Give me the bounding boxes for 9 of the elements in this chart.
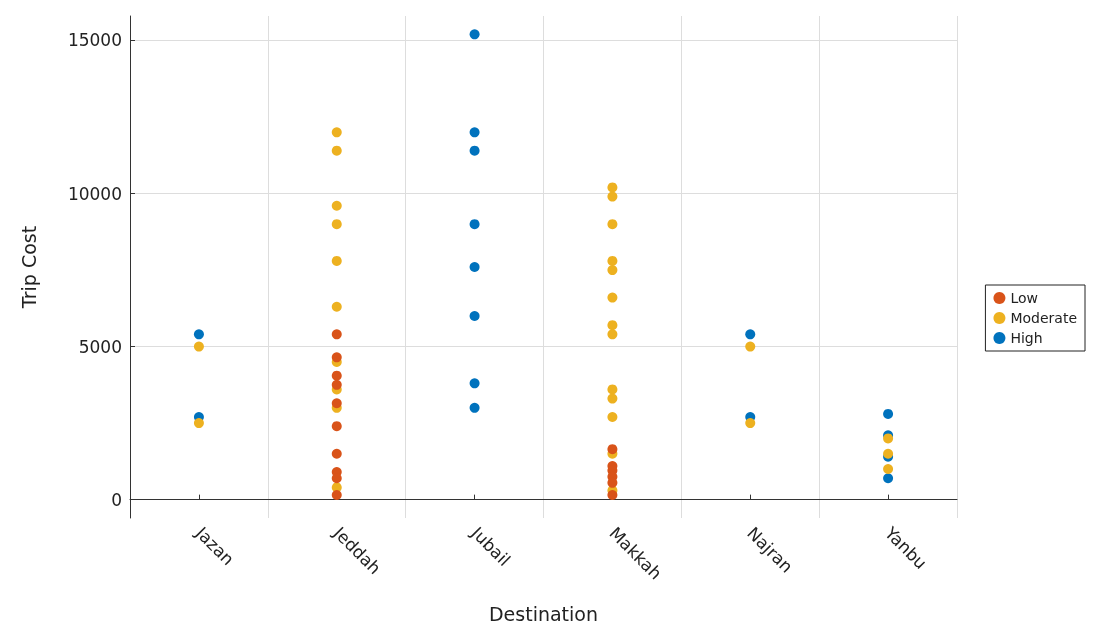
- legend-label: Low: [1010, 290, 1038, 306]
- y-tick-label: 5000: [78, 336, 122, 357]
- y-tick-label: 0: [111, 489, 122, 510]
- legend-label: High: [1010, 330, 1043, 346]
- y-axis-title: Trip Cost: [17, 225, 40, 310]
- legend-label: Moderate: [1010, 310, 1078, 326]
- x-axis-title: Destination: [488, 602, 599, 625]
- y-tick-label: 10000: [67, 183, 122, 204]
- y-tick-label: 15000: [67, 30, 122, 51]
